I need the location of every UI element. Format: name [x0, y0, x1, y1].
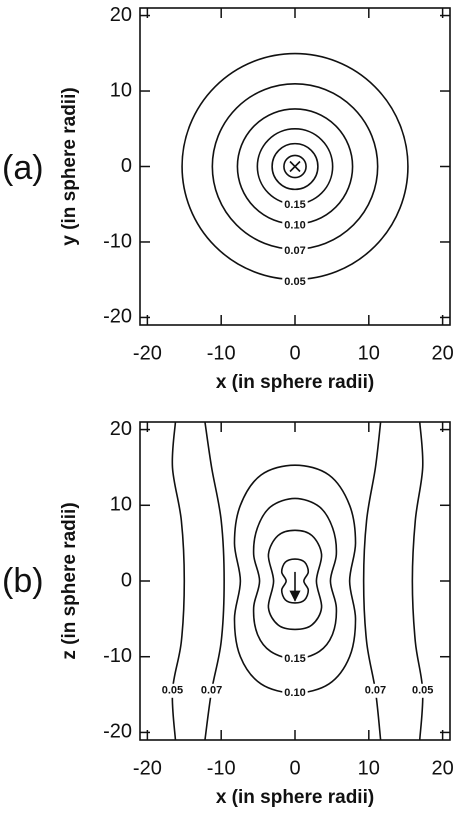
y-tick-label: 10: [110, 494, 132, 516]
x-tick-label: 10: [358, 757, 380, 779]
contour-label: 0.05: [412, 685, 433, 697]
contour-label: 0.07: [201, 685, 222, 697]
x-tick-label: -20: [133, 342, 162, 364]
plot-frame: [139, 421, 451, 741]
panel: (b) x (in sphere radii) z (in sphere radii…: [2, 418, 454, 808]
y-tick-label: -10: [103, 230, 132, 252]
x-tick-label: 20: [431, 757, 453, 779]
y-tick-label: 10: [110, 79, 132, 101]
plot-frame: [139, 7, 451, 326]
contour-label-bg: [362, 683, 389, 698]
contour-label-bg: [282, 274, 308, 289]
x-tick-label: 0: [289, 757, 300, 779]
contour-label: 0.07: [365, 685, 386, 697]
contour-label: 0.10: [284, 219, 305, 231]
y-tick-label: 20: [110, 418, 132, 440]
y-tick-label: 0: [121, 155, 132, 177]
panel: (a) x (in sphere radii) y (in sphere radii…: [2, 4, 454, 393]
x-axis-label: x (in sphere radii): [216, 787, 374, 808]
y-tick-label: 0: [121, 569, 132, 591]
y-tick-label: 20: [110, 4, 132, 26]
contour: [280, 558, 310, 604]
contour: [283, 154, 307, 179]
contour-label-bg: [282, 244, 308, 259]
x-tick-label: -10: [207, 342, 236, 364]
contour: [267, 529, 323, 631]
panel-label: (a): [2, 149, 44, 187]
y-tick-label: -10: [103, 645, 132, 667]
contour-label: 0.05: [162, 685, 183, 697]
contour-label-bg: [409, 683, 436, 698]
contour-label-bg: [159, 683, 186, 698]
contour-labels: 0.05 0.05 0.07 0.07 0.10 0.15: [159, 651, 436, 701]
plot-area: [181, 52, 409, 281]
contour-label-bg: [198, 683, 225, 698]
x-tick-label: -20: [133, 757, 162, 779]
contour-label: 0.15: [284, 653, 305, 665]
contour-label-bg: [282, 197, 308, 212]
contour-label: 0.07: [284, 245, 305, 257]
contour-label: 0.05: [284, 276, 305, 288]
contour-label: 0.10: [284, 687, 305, 699]
y-axis-label: y (in sphere radii): [59, 87, 80, 245]
y-tick-label: -20: [103, 306, 132, 328]
contour: [271, 142, 319, 191]
contour-labels: 0.05 0.07 0.10 0.15: [282, 197, 308, 289]
contour-label-bg: [282, 218, 308, 233]
x-tick-label: 20: [431, 342, 453, 364]
panel-label: (b): [2, 562, 44, 600]
source-cross: [289, 160, 301, 173]
x-tick-label: 10: [358, 342, 380, 364]
x-axis-label: x (in sphere radii): [216, 372, 374, 393]
contour-label-bg: [282, 686, 308, 701]
contour-label: 0.15: [284, 199, 305, 211]
x-tick-label: 0: [289, 342, 300, 364]
y-axis-label: z (in sphere radii): [59, 502, 80, 659]
x-tick-label: -10: [207, 757, 236, 779]
y-tick-label: -20: [103, 721, 132, 743]
contour-label-bg: [282, 651, 308, 666]
